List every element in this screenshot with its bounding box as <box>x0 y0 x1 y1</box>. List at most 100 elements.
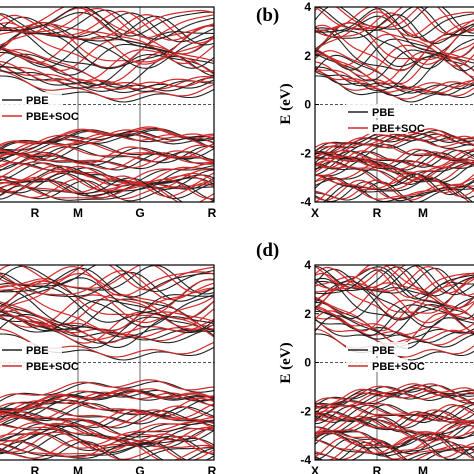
band-line-soc <box>0 161 214 186</box>
band-line-soc <box>0 176 214 200</box>
band-line-soc <box>315 403 474 423</box>
legend: PBE PBE+SOC <box>346 342 425 373</box>
x-path-label: R <box>208 206 217 220</box>
band-line-soc <box>315 148 474 167</box>
band-line-soc <box>0 379 214 399</box>
legend-entry: PBE <box>26 345 49 357</box>
band-line-pbe <box>315 162 474 187</box>
y-tick-label: 4 <box>304 0 311 14</box>
band-line-pbe <box>0 177 214 200</box>
band-lines <box>0 265 214 460</box>
band-line-soc <box>315 265 474 294</box>
legend-entry: PBE+SOC <box>372 123 425 135</box>
band-line-pbe <box>315 265 474 296</box>
band-line-soc <box>0 164 214 190</box>
x-path-label: X <box>311 464 319 474</box>
band-line-soc <box>315 7 474 37</box>
band-line-soc <box>315 49 474 84</box>
x-path-label: X <box>311 206 319 220</box>
band-line-soc <box>0 266 214 297</box>
band-line-soc <box>315 415 474 439</box>
band-line-pbe <box>0 441 214 460</box>
band-line-soc <box>315 70 474 100</box>
band-line-soc <box>315 171 474 194</box>
band-line-pbe <box>0 147 214 166</box>
band-line-soc <box>0 146 214 165</box>
legend-entry: PBE+SOC <box>26 361 79 373</box>
band-line-soc <box>0 440 214 460</box>
x-path-label: G <box>135 206 144 220</box>
band-line-soc <box>0 439 214 460</box>
x-path-label: M <box>73 464 83 474</box>
x-path-label: G <box>135 464 144 474</box>
band-line-pbe <box>0 299 214 332</box>
band-line-soc <box>0 7 214 39</box>
y-tick-label: 4 <box>304 258 311 272</box>
band-line-soc <box>0 431 214 454</box>
band-line-soc <box>0 24 214 63</box>
band-line-soc <box>0 70 214 100</box>
band-line-pbe <box>0 15 214 46</box>
panel-tag: (d) <box>256 240 279 261</box>
band-line-pbe <box>0 68 214 92</box>
band-line-soc <box>315 33 474 67</box>
band-line-soc <box>315 267 474 298</box>
band-line-soc <box>0 161 214 186</box>
band-line-soc <box>315 416 474 441</box>
band-line-soc <box>315 148 474 168</box>
band-line-soc <box>315 265 474 295</box>
band-line-pbe <box>0 63 214 92</box>
band-line-pbe <box>315 129 474 152</box>
band-line-soc <box>0 63 214 90</box>
band-line-pbe <box>315 432 474 455</box>
band-line-soc <box>0 265 214 294</box>
x-path-label: R <box>373 206 382 220</box>
x-path-label: R <box>373 464 382 474</box>
band-line-soc <box>315 402 474 423</box>
band-line-pbe <box>315 173 474 196</box>
band-line-soc <box>0 270 214 301</box>
band-line-soc <box>0 39 214 72</box>
band-line-pbe <box>0 128 214 149</box>
band-line-soc <box>0 314 214 339</box>
legend-entry: PBE <box>26 95 49 107</box>
band-line-pbe <box>0 314 214 349</box>
band-line-pbe <box>315 269 474 300</box>
band-line-soc <box>315 7 474 33</box>
band-line-soc <box>0 420 214 446</box>
band-line-soc <box>0 265 214 291</box>
plot-frame <box>0 6 215 203</box>
band-line-soc <box>0 10 214 41</box>
band-line-soc <box>315 155 474 180</box>
plot-frame <box>0 264 215 461</box>
band-line-pbe <box>315 176 474 199</box>
band-line-soc <box>315 423 474 448</box>
band-line-soc <box>315 163 474 187</box>
y-tick-label: 0 <box>304 356 311 370</box>
panel-a: R M G R PBE PBE+SOC <box>0 6 217 220</box>
band-line-pbe <box>0 389 214 410</box>
band-line-pbe <box>315 266 474 297</box>
legend: PBE PBE+SOC <box>0 92 79 123</box>
band-line-pbe <box>315 70 474 95</box>
x-path-label: M <box>418 206 428 220</box>
band-line-soc <box>0 416 214 441</box>
band-line-soc <box>0 7 214 35</box>
band-line-soc <box>315 316 474 341</box>
y-tick-label: -4 <box>300 195 311 209</box>
band-line-pbe <box>315 13 474 45</box>
band-line-pbe <box>0 380 214 402</box>
band-line-soc <box>0 389 214 412</box>
x-path-label: R <box>208 464 217 474</box>
panel-b: 4 2 0 -2 -4X R M (b) E (eV) PBE PBE+SOC <box>256 0 474 220</box>
y-tick-label: 2 <box>304 307 311 321</box>
y-axis-title: E (eV) <box>278 342 294 383</box>
y-tick-label: -2 <box>300 404 311 418</box>
band-line-soc <box>315 137 474 160</box>
band-line-pbe <box>0 409 214 429</box>
legend: PBE PBE+SOC <box>346 104 425 135</box>
band-line-soc <box>315 61 474 91</box>
band-line-soc <box>0 60 214 91</box>
band-line-soc <box>0 129 214 152</box>
band-line-soc <box>315 299 474 333</box>
